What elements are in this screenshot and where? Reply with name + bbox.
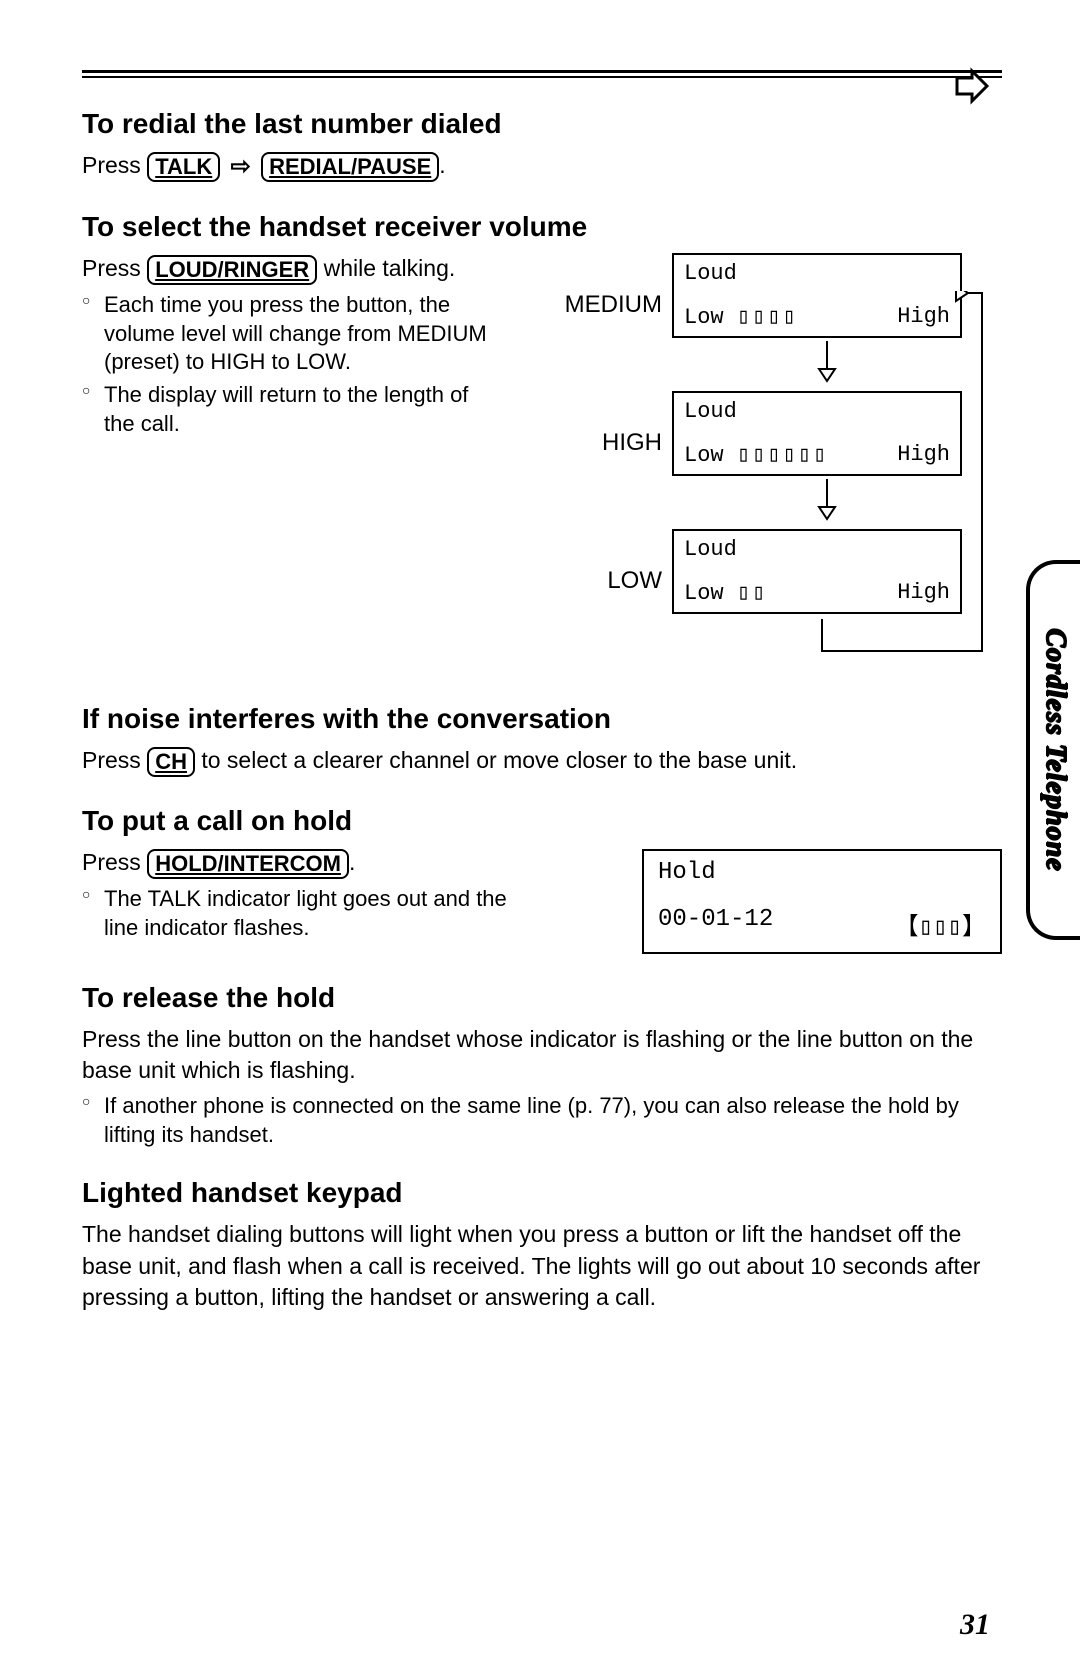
label-high: HIGH [542, 429, 662, 457]
page-content: To redial the last number dialed Press T… [82, 70, 1002, 1313]
section-title-release: To release the hold [82, 982, 1002, 1014]
volume-diagram: MEDIUM Loud Low ▯▯▯▯ High HIGH Loud Low … [512, 253, 972, 693]
talk-button: TALK [147, 152, 220, 182]
volume-bullet-1: Each time you press the button, the volu… [82, 291, 502, 377]
volume-instruction: Press LOUD/RINGER while talking. [82, 253, 502, 285]
hold-instruction: Press HOLD/INTERCOM. [82, 847, 522, 879]
next-page-icon [952, 66, 992, 106]
label-low: LOW [542, 567, 662, 595]
side-tab: Cordless Telephone [1026, 560, 1080, 940]
loop-arrow-icon [812, 291, 992, 661]
release-bullet: If another phone is connected on the sam… [82, 1092, 1002, 1149]
release-text: Press the line button on the handset who… [82, 1024, 1002, 1086]
section-title-noise: If noise interferes with the conversatio… [82, 703, 1002, 735]
volume-bullet-2: The display will return to the length of… [82, 381, 502, 438]
section-title-keypad: Lighted handset keypad [82, 1177, 1002, 1209]
noise-instruction: Press CH to select a clearer channel or … [82, 745, 1002, 777]
side-tab-label: Cordless Telephone [1039, 628, 1071, 871]
hold-intercom-button: HOLD/INTERCOM [147, 849, 349, 879]
label-medium: MEDIUM [542, 291, 662, 319]
hold-bullet: The TALK indicator light goes out and th… [82, 885, 522, 942]
lcd-hold: Hold 00-01-12 【▯▯▯】 [642, 849, 1002, 954]
redial-pause-button: REDIAL/PAUSE [261, 152, 439, 182]
section-title-volume: To select the handset receiver volume [82, 211, 1002, 243]
then-arrow-icon: ⇨ [227, 153, 255, 180]
ch-button: CH [147, 747, 195, 777]
page-number: 31 [960, 1608, 990, 1642]
section-title-hold: To put a call on hold [82, 805, 1002, 837]
header-rule [82, 70, 1002, 78]
loud-ringer-button: LOUD/RINGER [147, 255, 317, 285]
keypad-text: The handset dialing buttons will light w… [82, 1219, 1002, 1312]
redial-instruction: Press TALK ⇨ REDIAL/PAUSE. [82, 150, 1002, 183]
section-title-redial: To redial the last number dialed [82, 108, 1002, 140]
